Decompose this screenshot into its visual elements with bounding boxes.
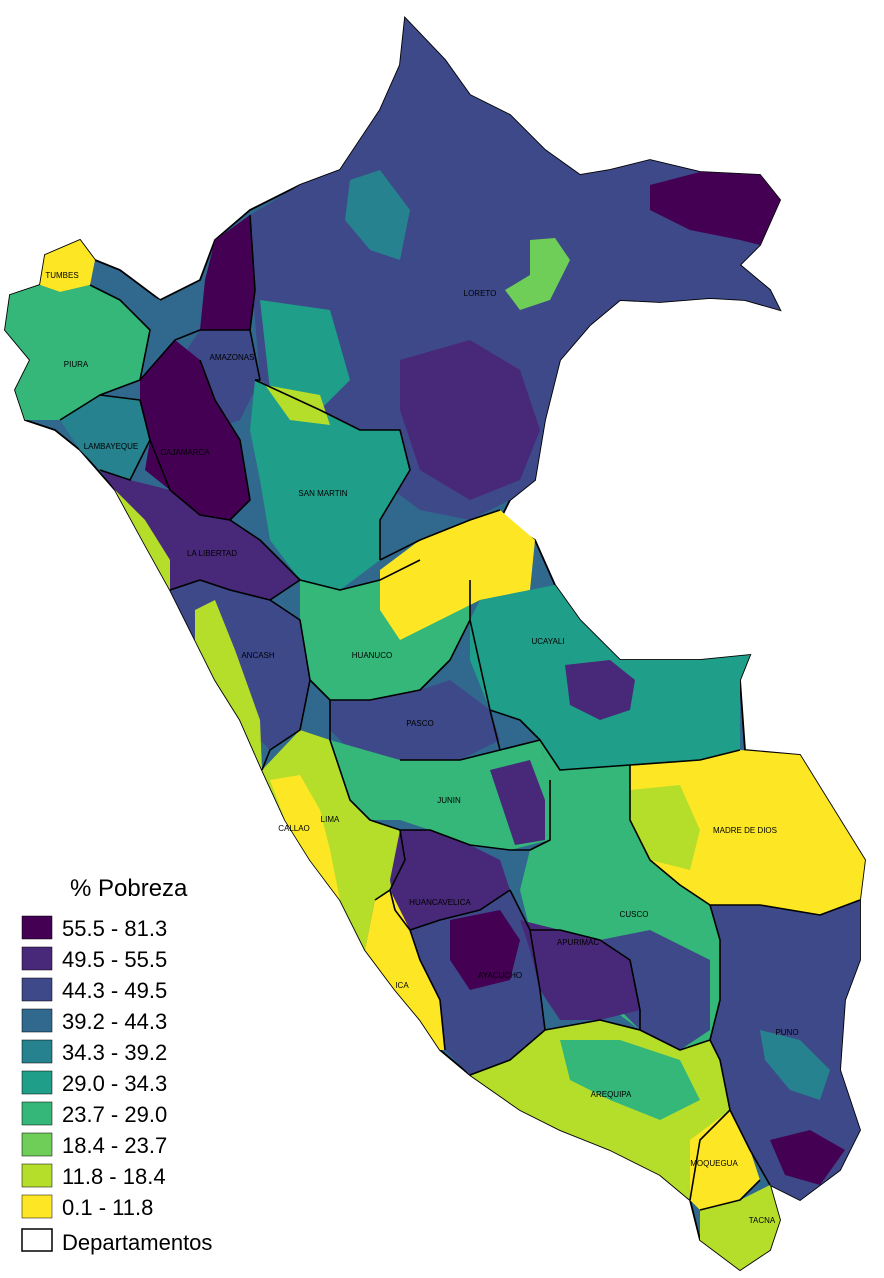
legend-swatch xyxy=(21,1132,53,1157)
madrededios-west xyxy=(630,785,700,870)
legend-title: % Pobreza xyxy=(70,875,188,902)
legend-label: 18.4 - 23.7 xyxy=(62,1133,167,1158)
sanmartin-light xyxy=(265,385,330,425)
label-cusco: CUSCO xyxy=(620,910,649,919)
label-tumbes: TUMBES xyxy=(45,271,78,280)
label-loreto: LORETO xyxy=(464,289,497,298)
legend-swatch xyxy=(21,1194,53,1219)
label-la-libertad: LA LIBERTAD xyxy=(187,549,237,558)
lima-yellow xyxy=(270,775,340,900)
label-lambayeque: LAMBAYEQUE xyxy=(84,442,139,451)
loreto-purple-south xyxy=(400,340,540,500)
loreto-dark-ne xyxy=(650,172,780,245)
junin-purple xyxy=(490,760,545,845)
label-ayacucho: AYACUCHO xyxy=(478,971,522,980)
arequipa-green xyxy=(560,1040,700,1120)
label-ancash: ANCASH xyxy=(241,651,275,660)
lambayeque-fill xyxy=(60,395,150,480)
label-callao: CALLAO xyxy=(278,824,310,833)
huancavelica-fill xyxy=(390,830,510,930)
sanmartin-fill xyxy=(250,380,410,590)
label-puno: PUNO xyxy=(775,1028,798,1037)
legend-swatch xyxy=(21,946,53,971)
department-labels: TUMBES PIURA AMAZONAS LORETO LAMBAYEQUE … xyxy=(45,271,798,1225)
label-amazonas: AMAZONAS xyxy=(210,353,255,362)
ucayali-purple xyxy=(565,660,635,720)
legend-label: 11.8 - 18.4 xyxy=(62,1164,166,1189)
legend-swatch xyxy=(21,1101,53,1126)
lalibertad-coast xyxy=(115,490,170,590)
piura-fill xyxy=(5,285,150,420)
label-apurimac: APURIMAC xyxy=(557,938,599,947)
legend-label: 23.7 - 29.0 xyxy=(62,1102,167,1127)
label-moquegua: MOQUEGUA xyxy=(690,1159,738,1168)
madrededios-fill xyxy=(630,750,865,915)
amazonas-fill xyxy=(200,215,255,345)
loreto-light-patch xyxy=(505,238,570,310)
label-huancavelica: HUANCAVELICA xyxy=(409,898,471,907)
label-piura: PIURA xyxy=(64,360,89,369)
label-san-martin: SAN MARTIN xyxy=(298,489,347,498)
legend-swatch xyxy=(21,1163,53,1188)
apurimac-fill xyxy=(520,920,640,1020)
legend-label: 49.5 - 55.5 xyxy=(62,947,167,972)
ica-fill xyxy=(365,890,445,1050)
map-legend: % Pobreza 55.5 - 81.3 49.5 - 55.5 44.3 - 4… xyxy=(21,875,212,1255)
loreto-fill xyxy=(250,18,780,520)
puno-dark xyxy=(770,1130,845,1185)
loreto-teal-south xyxy=(260,300,350,410)
label-pasco: PASCO xyxy=(406,719,433,728)
tacna-fill xyxy=(700,1185,780,1270)
legend-label: 44.3 - 49.5 xyxy=(62,978,167,1003)
department-boundaries xyxy=(59,214,861,1211)
legend-label: 0.1 - 11.8 xyxy=(62,1195,153,1220)
label-tacna: TACNA xyxy=(749,1216,776,1225)
label-lima: LIMA xyxy=(321,815,340,824)
label-junin: JUNIN xyxy=(437,796,461,805)
legend-swatch xyxy=(21,1008,53,1033)
label-cajamarca: CAJAMARCA xyxy=(160,448,210,457)
label-madre-de-dios: MADRE DE DIOS xyxy=(713,826,777,835)
ayacucho-dark xyxy=(450,910,520,990)
label-huanuco: HUANUCO xyxy=(352,651,392,660)
legend-label: 34.3 - 39.2 xyxy=(62,1040,167,1065)
label-ica: ICA xyxy=(395,981,409,990)
legend-label: 29.0 - 34.3 xyxy=(62,1071,167,1096)
lalibertad-fill xyxy=(100,470,300,600)
legend-label: 39.2 - 44.3 xyxy=(62,1009,167,1034)
legend-swatch xyxy=(21,1039,53,1064)
loreto-green-patch xyxy=(345,170,410,260)
huanuco-yellow xyxy=(380,510,535,640)
legend-label: 55.5 - 81.3 xyxy=(62,916,167,941)
legend-swatch xyxy=(21,915,53,940)
legend-swatch xyxy=(21,977,53,1002)
legend-boundary-label: Departamentos xyxy=(62,1230,212,1255)
legend-items: 55.5 - 81.3 49.5 - 55.5 44.3 - 49.5 39.2 - … xyxy=(21,915,167,1220)
tumbes-fill xyxy=(40,240,95,292)
legend-swatch xyxy=(21,1070,53,1095)
junin-fill xyxy=(330,740,550,850)
ancash-coast xyxy=(195,600,262,770)
label-ucayali: UCAYALI xyxy=(531,637,564,646)
puno-lake xyxy=(760,1030,830,1100)
piura-east xyxy=(90,280,175,380)
cajamarca-fill xyxy=(140,340,250,520)
label-arequipa: AREQUIPA xyxy=(591,1090,632,1099)
boundary-swatch xyxy=(21,1228,53,1252)
